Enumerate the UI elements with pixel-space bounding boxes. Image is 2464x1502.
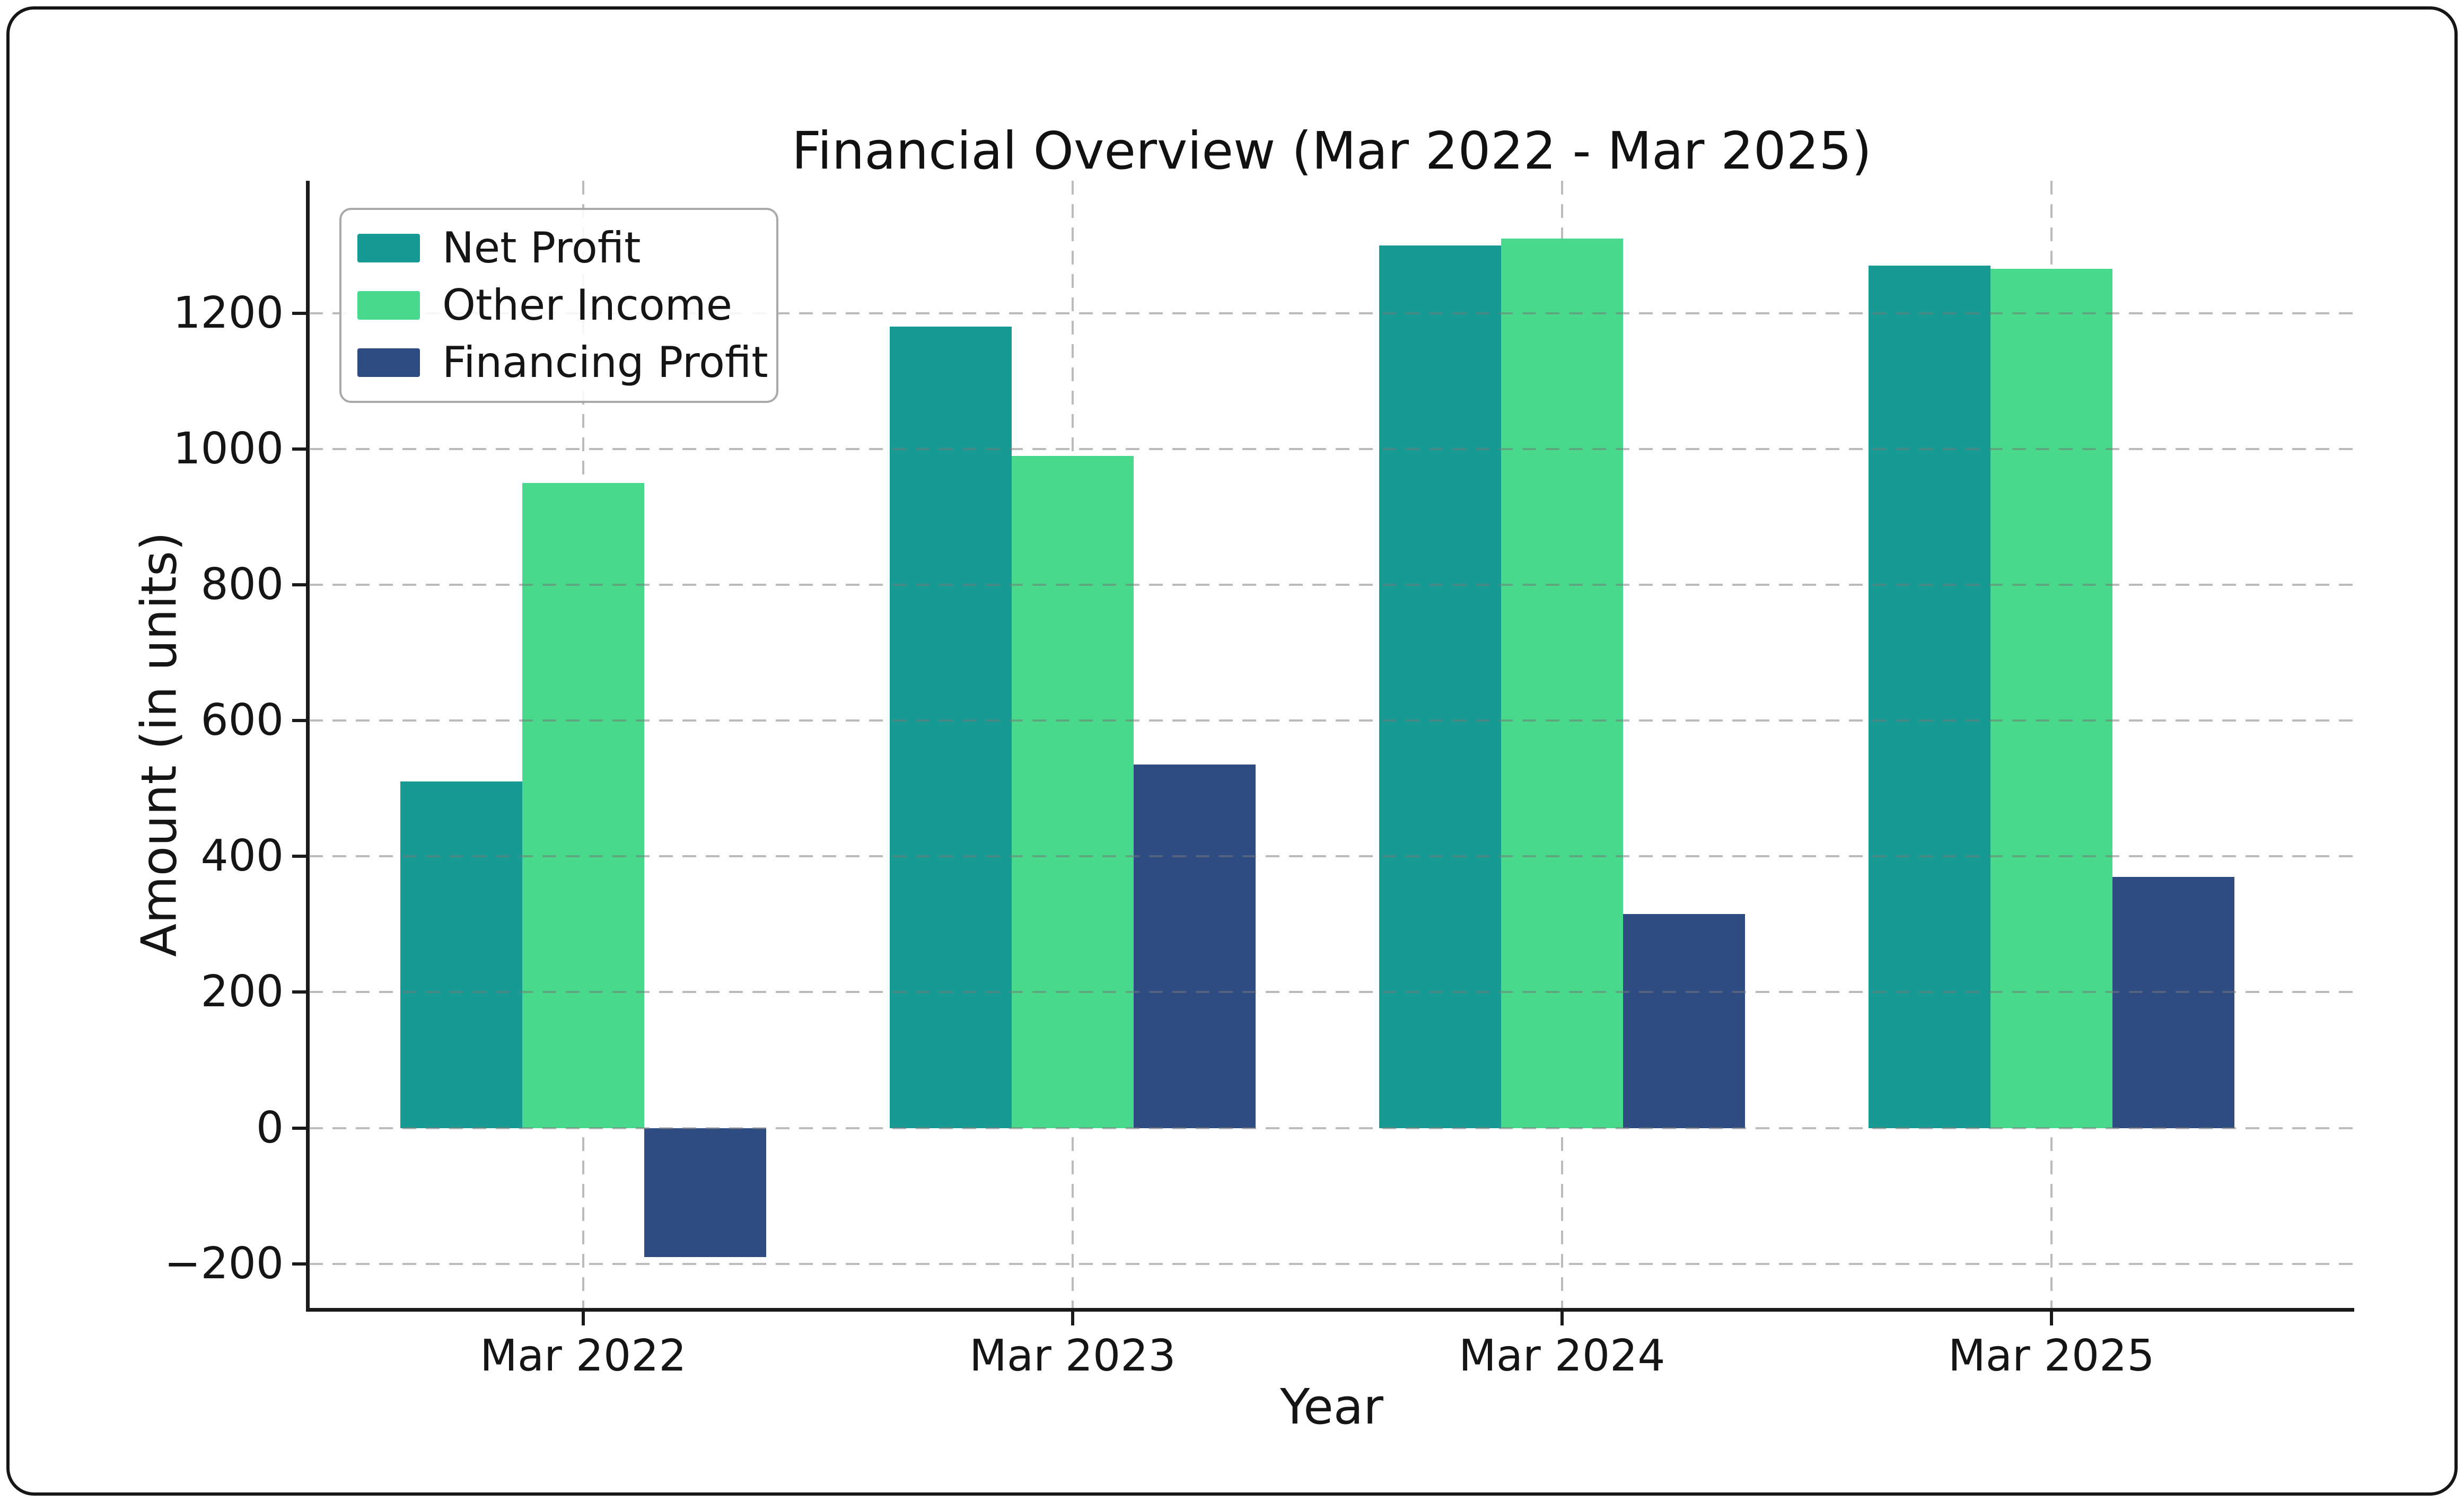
y-tick-mark (292, 990, 306, 994)
x-tick-label: Mar 2024 (1459, 1331, 1665, 1381)
gridline-horizontal (309, 991, 2354, 994)
legend-label: Financing Profit (442, 338, 768, 387)
gridline-horizontal (309, 312, 2354, 314)
gridline-horizontal (309, 1127, 2354, 1129)
y-tick-mark (292, 1262, 306, 1266)
legend-item: Net Profit (357, 227, 760, 269)
y-tick-label: 1200 (173, 287, 284, 338)
y-tick-label: 800 (200, 559, 284, 610)
bar-net-profit-mar-2023 (890, 327, 1012, 1128)
axis-spine-left (306, 181, 310, 1312)
legend-label: Net Profit (442, 223, 641, 273)
bar-financing-profit-mar-2024 (1623, 914, 1745, 1128)
bar-net-profit-mar-2025 (1868, 266, 1991, 1128)
x-tick-label: Mar 2023 (969, 1331, 1176, 1381)
chart-title: Financial Overview (Mar 2022 - Mar 2025) (792, 121, 1872, 181)
axis-spine-bottom (306, 1308, 2354, 1312)
y-tick-mark (292, 719, 306, 723)
bar-other-income-mar-2022 (522, 482, 644, 1128)
plot-area (309, 181, 2354, 1308)
bar-financing-profit-mar-2022 (644, 1128, 766, 1257)
gridline-horizontal (309, 719, 2354, 722)
financing-profit-swatch-icon (357, 348, 420, 377)
gridline-horizontal (309, 584, 2354, 586)
x-tick-label: Mar 2025 (1948, 1331, 2155, 1381)
bar-net-profit-mar-2024 (1379, 245, 1501, 1128)
y-tick-mark (292, 447, 306, 451)
y-tick-mark (292, 583, 306, 587)
x-tick-mark (2049, 1312, 2053, 1325)
other-income-swatch-icon (357, 291, 420, 320)
y-tick-label: 1000 (173, 423, 284, 474)
y-tick-label: −200 (164, 1238, 284, 1289)
y-tick-mark (292, 1126, 306, 1130)
gridline-horizontal (309, 855, 2354, 858)
gridline-horizontal (309, 447, 2354, 450)
x-tick-mark (1071, 1312, 1074, 1325)
legend: Net Profit Other Income Financing Profit (339, 208, 778, 403)
bar-financing-profit-mar-2025 (2112, 876, 2234, 1128)
y-tick-label: 0 (256, 1102, 284, 1153)
y-tick-label: 200 (200, 967, 284, 1017)
legend-label: Other Income (442, 280, 732, 330)
y-tick-label: 600 (200, 695, 284, 746)
gridline-horizontal (309, 1262, 2354, 1265)
x-axis-label: Year (1280, 1378, 1383, 1435)
y-tick-label: 400 (200, 831, 284, 882)
x-tick-mark (581, 1312, 585, 1325)
legend-item: Other Income (357, 284, 760, 327)
y-tick-mark (292, 855, 306, 858)
y-tick-mark (292, 311, 306, 315)
legend-item: Financing Profit (357, 341, 768, 384)
bar-other-income-mar-2024 (1501, 238, 1623, 1128)
x-tick-mark (1560, 1312, 1564, 1325)
bar-financing-profit-mar-2023 (1133, 765, 1256, 1128)
net-profit-swatch-icon (357, 234, 420, 262)
bar-other-income-mar-2025 (1990, 269, 2112, 1128)
bar-net-profit-mar-2022 (400, 781, 522, 1128)
bar-other-income-mar-2023 (1011, 455, 1134, 1128)
x-tick-label: Mar 2022 (480, 1331, 687, 1381)
